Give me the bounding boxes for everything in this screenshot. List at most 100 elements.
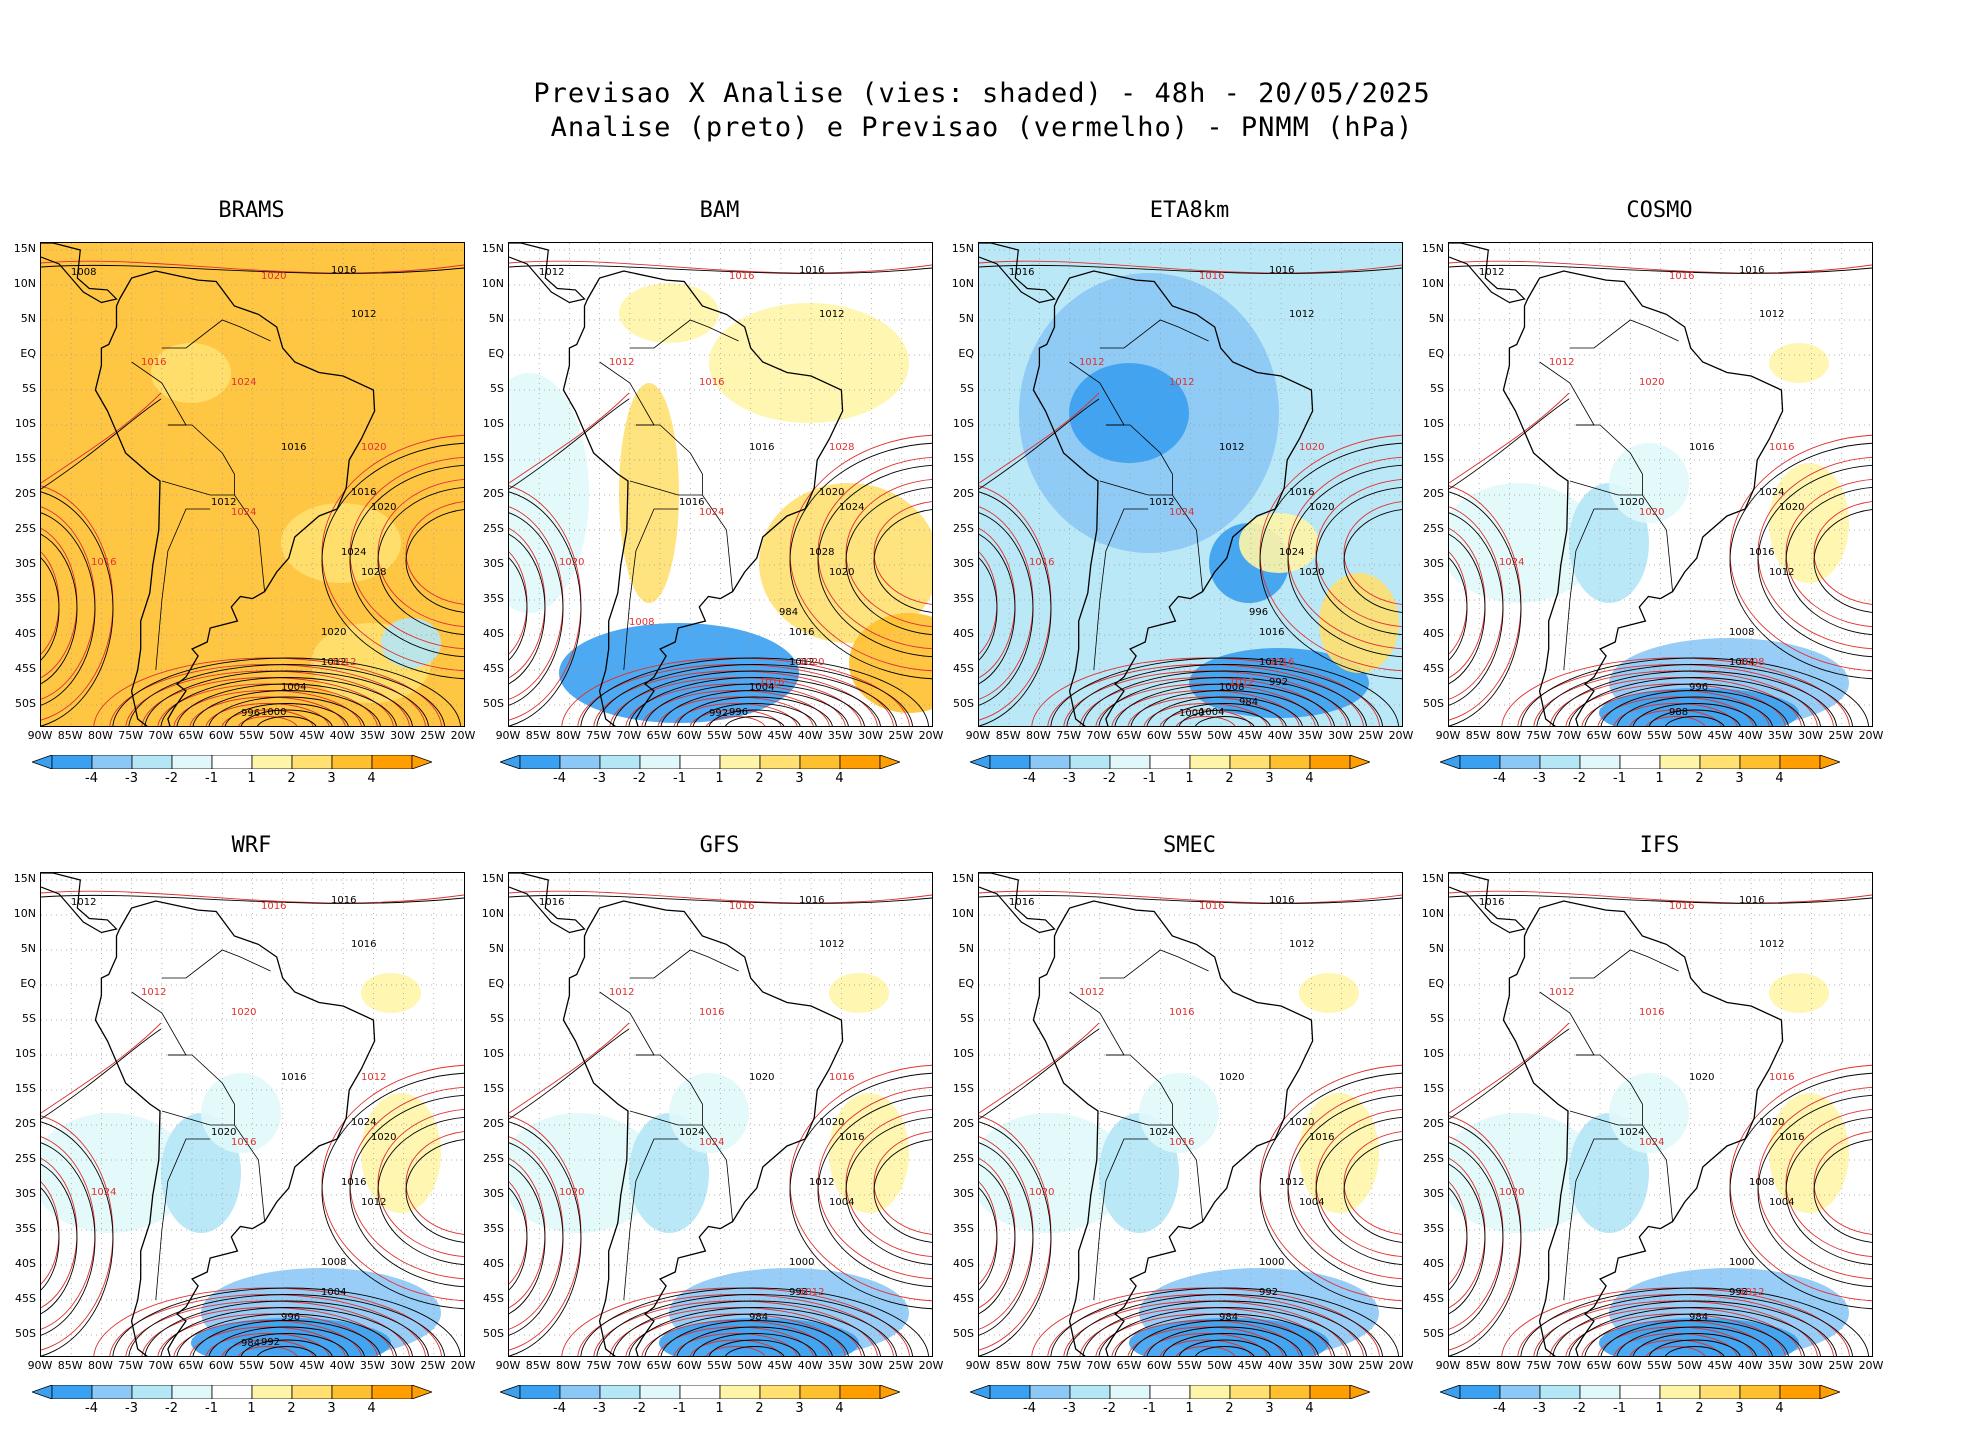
map-canvas: [979, 873, 1402, 1356]
colorbar-label: 3: [795, 771, 804, 786]
map-panel-cosmo: 1016 1012 1012 1016 1020 1024 1020 1016 1012 1008…: [1448, 242, 1873, 727]
lat-tick-label: EQ: [488, 977, 504, 990]
forecast-isobar: [979, 260, 1402, 274]
colorbar-label: 4: [367, 1401, 376, 1416]
analysis-isobar: [112, 1287, 461, 1356]
forecast-isobar: [673, 1333, 798, 1356]
analysis-isobar: [580, 1287, 929, 1356]
analysis-contour-label: 1004: [1729, 657, 1755, 668]
forecast-isobar: [1613, 1333, 1738, 1356]
lat-tick-label: 25S: [483, 1152, 504, 1165]
analysis-isobar: [1098, 1307, 1351, 1356]
lat-tick-label: 25S: [1423, 1152, 1444, 1165]
colorbar-label: -4: [85, 771, 98, 786]
analysis-isobar: [596, 1294, 913, 1356]
analysis-isobar: [1813, 1139, 1872, 1243]
lon-tick-label: 90W: [1435, 1359, 1461, 1372]
analysis-contour-label: 1016: [331, 895, 357, 906]
forecast-contour-label: 1012: [141, 987, 167, 998]
lon-tick-label: 90W: [27, 1359, 53, 1372]
lat-tick-label: 45S: [15, 662, 36, 675]
analysis-contour-label: 1008: [1219, 682, 1245, 693]
colorbar-label: -3: [593, 771, 606, 786]
coastline-central-america: [509, 873, 586, 934]
analysis-isobar: [1665, 1346, 1725, 1356]
colorbar-label: -1: [205, 771, 218, 786]
colorbar-label: -2: [1103, 771, 1116, 786]
lon-tick-label: 45W: [299, 729, 325, 742]
forecast-isobar: [689, 709, 782, 726]
lon-tick-label: 45W: [767, 729, 793, 742]
colorbar-label: 2: [755, 771, 764, 786]
forecast-isobar: [673, 703, 798, 726]
analysis-contour-label: 992: [709, 708, 729, 719]
analysis-contour-label: 1012: [789, 657, 815, 668]
colorbar-arrow-right: [1349, 1385, 1370, 1399]
analysis-isobar: [1178, 1339, 1271, 1356]
lon-tick-label: 40W: [1737, 729, 1763, 742]
analysis-isobar: [845, 1116, 932, 1266]
analysis-contour-label: 1020: [829, 567, 855, 578]
analysis-isobar: [979, 894, 1402, 904]
lat-tick-label: EQ: [20, 977, 36, 990]
panel-title-gfs: GFS: [699, 833, 740, 858]
colorbar-label: 1: [715, 771, 724, 786]
analysis-isobar: [41, 1187, 60, 1291]
analysis-contour-label: 1004: [1199, 707, 1225, 718]
forecast-isobar: [221, 709, 314, 726]
analysis-contour-label: 1016: [1269, 895, 1295, 906]
country-border: [155, 508, 211, 671]
analysis-contour-label: 1008: [1729, 627, 1755, 638]
colorbar-swatch: [519, 1385, 560, 1399]
forecast-contour-label: 1024: [1169, 507, 1195, 518]
colorbar-swatch: [251, 1385, 292, 1399]
analysis-contour-label: 1024: [1149, 1127, 1175, 1138]
lat-tick-label: 30S: [15, 557, 36, 570]
analysis-isobar: [41, 1028, 162, 1120]
analysis-isobar: [509, 1028, 630, 1120]
lat-tick-label: 45S: [953, 1292, 974, 1305]
colorbar-swatch: [331, 755, 372, 769]
colorbar-label: -1: [673, 1401, 686, 1416]
bias-shade-area: [759, 483, 932, 643]
forecast-isobar: [1315, 478, 1402, 628]
analysis-isobar: [1632, 1333, 1757, 1356]
lat-tick-label: 5S: [490, 1012, 504, 1025]
colorbar-label: -3: [1533, 771, 1546, 786]
analysis-contour-label: 984: [1689, 1312, 1709, 1323]
forecast-isobar: [1613, 703, 1738, 726]
lat-tick-label: 15N: [13, 242, 36, 255]
country-border: [1093, 508, 1149, 671]
forecast-isobar: [1143, 1333, 1268, 1356]
lon-tick-label: 45W: [1707, 729, 1733, 742]
analysis-isobar: [1315, 486, 1402, 636]
bias-shade-area: [361, 1093, 441, 1213]
forecast-isobar: [221, 1339, 314, 1356]
lat-tick-label: 10N: [481, 277, 504, 290]
coastline-central-america: [41, 243, 118, 304]
lon-tick-label: 60W: [1146, 729, 1172, 742]
analysis-isobar: [240, 1339, 333, 1356]
bias-shade-area: [849, 613, 932, 713]
analysis-isobar: [509, 894, 932, 904]
analysis-isobar: [321, 442, 464, 680]
coastline-central-america: [979, 873, 1056, 934]
forecast-isobar: [41, 1022, 162, 1114]
lon-tick-label: 50W: [1207, 729, 1233, 742]
coastline-south-america: [1502, 270, 1784, 726]
country-border: [623, 508, 679, 671]
lat-tick-label: 5N: [488, 942, 504, 955]
forecast-contour-label: 1016: [1769, 1072, 1795, 1083]
country-border: [1539, 991, 1595, 1056]
analysis-contour-label: 1016: [839, 1132, 865, 1143]
lat-tick-label: 25S: [1423, 522, 1444, 535]
lon-tick-label: 20W: [918, 1359, 944, 1372]
bias-shade-area: [619, 283, 719, 343]
bias-shade-area: [1449, 483, 1599, 603]
forecast-isobar: [1533, 1300, 1818, 1356]
forecast-isobar: [1597, 696, 1754, 726]
colorbar-swatch: [719, 755, 760, 769]
analysis-isobar: [144, 670, 429, 726]
analysis-isobar: [580, 657, 929, 726]
lat-tick-label: 10N: [481, 907, 504, 920]
